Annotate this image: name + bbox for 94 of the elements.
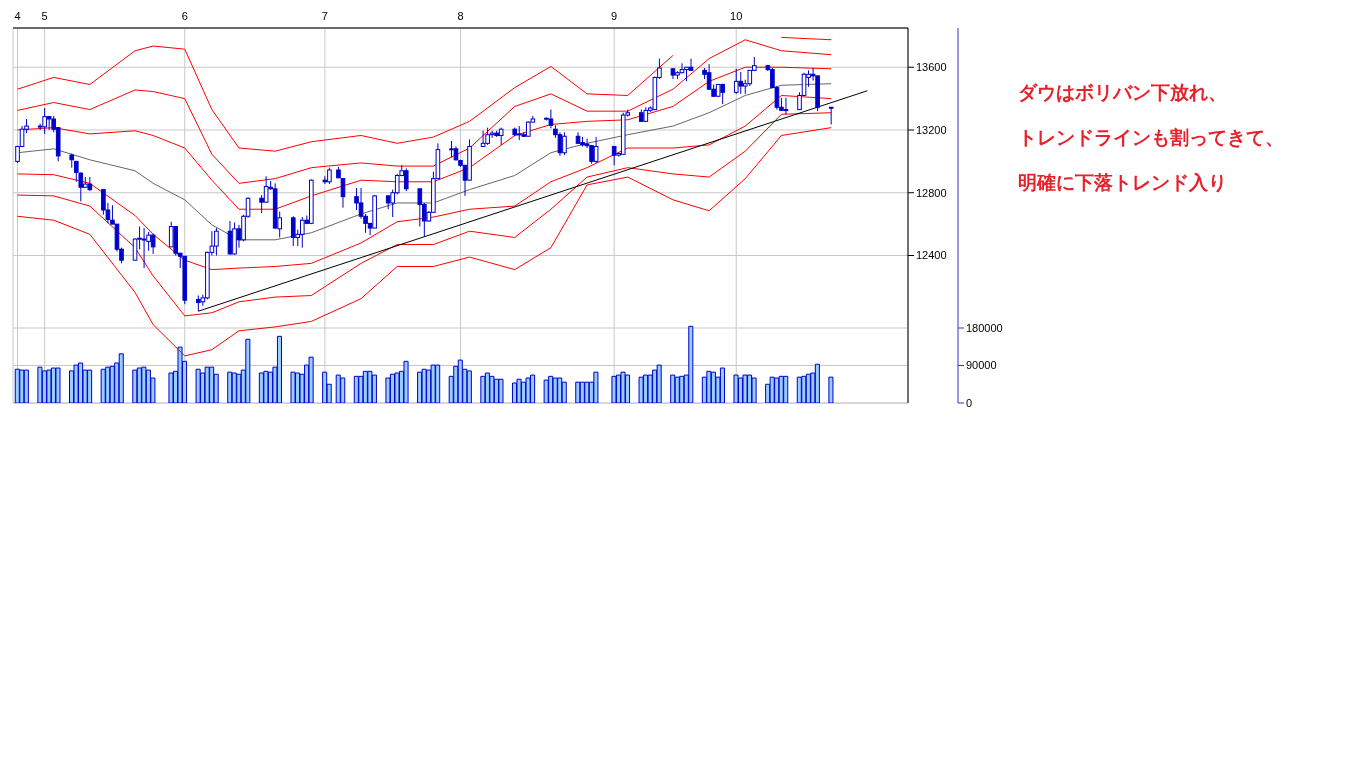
bar (141, 366, 147, 403)
bar (828, 376, 834, 403)
bar (679, 375, 685, 403)
bar (276, 335, 282, 403)
bar (584, 381, 590, 403)
bar (525, 377, 531, 403)
x-tick-label: 4 (14, 10, 21, 22)
line-series (17, 66, 832, 210)
line-series (17, 94, 832, 271)
bar (430, 364, 436, 403)
bar (394, 372, 400, 403)
bar (132, 369, 138, 403)
y2-tick-label: 90000 (966, 359, 997, 372)
candlestick (403, 167, 409, 192)
bar (195, 368, 201, 403)
bar (769, 376, 775, 403)
bar (575, 381, 581, 403)
x-tick-label: 8 (457, 10, 464, 22)
bar (543, 379, 549, 403)
bar (783, 375, 789, 403)
bar (480, 375, 486, 403)
bar (371, 374, 377, 403)
bar (385, 377, 391, 403)
line-series (17, 127, 832, 357)
line-series (17, 112, 832, 317)
bar (670, 374, 676, 403)
bar (593, 371, 599, 403)
bar (561, 381, 567, 403)
candlestick (733, 68, 739, 95)
x-tick-label: 6 (181, 10, 188, 22)
text: 明確に下落トレンド入り (1018, 171, 1228, 195)
bar (733, 374, 739, 403)
bar (516, 378, 522, 403)
bar (19, 369, 25, 403)
candlestick (417, 188, 423, 227)
candlestick (263, 175, 269, 204)
bar (719, 367, 725, 403)
line-series (17, 83, 832, 241)
y-tick-label: 12400 (916, 249, 947, 262)
bar (498, 378, 504, 403)
bar (168, 372, 174, 403)
bar (751, 377, 757, 403)
bar (308, 356, 314, 403)
bar (367, 370, 373, 403)
bar (236, 373, 242, 403)
bar (55, 367, 61, 403)
x-tick-label: 7 (321, 10, 328, 22)
bar (814, 363, 820, 403)
candlestick (611, 145, 617, 166)
y-tick-label: 13200 (916, 123, 947, 136)
bar (620, 371, 626, 403)
bar (742, 374, 748, 403)
bar (656, 364, 662, 403)
bar (624, 374, 631, 403)
bar (263, 370, 269, 403)
candlestick (290, 215, 296, 247)
bar (100, 368, 106, 403)
candlestick (141, 227, 147, 269)
bar (638, 376, 644, 403)
bar (118, 353, 124, 403)
bar (688, 325, 694, 403)
bar (706, 370, 712, 403)
bar (290, 371, 296, 403)
bar (358, 375, 364, 403)
x-tick-label: 10 (730, 10, 743, 22)
bar (46, 369, 52, 403)
bar (37, 366, 43, 403)
bar (23, 369, 29, 403)
candlestick (548, 109, 554, 129)
bar (204, 366, 210, 403)
text: トレンドラインも割ってきて、 (1018, 126, 1284, 150)
bar (177, 346, 183, 403)
bar (73, 364, 79, 403)
y-tick-label: 13600 (916, 61, 947, 74)
candlestick (480, 130, 486, 147)
bar (801, 375, 807, 403)
bar (403, 360, 409, 403)
bar (489, 375, 495, 403)
y2-tick-label: 0 (966, 396, 973, 409)
bar (340, 377, 346, 403)
x-tick-label: 9 (611, 10, 618, 22)
bar (322, 371, 328, 403)
y2-tick-label: 180000 (966, 321, 1003, 334)
text: ダウはボリバン下放れ、 (1018, 81, 1228, 105)
bar (557, 377, 563, 403)
line-series (17, 39, 832, 184)
bar (245, 338, 251, 403)
bar (227, 371, 233, 403)
bar (611, 375, 617, 403)
bar (466, 370, 472, 403)
bar (421, 368, 427, 403)
x-tick-label: 5 (41, 10, 48, 22)
y-tick-label: 12800 (916, 186, 947, 199)
candlestick (783, 97, 789, 115)
